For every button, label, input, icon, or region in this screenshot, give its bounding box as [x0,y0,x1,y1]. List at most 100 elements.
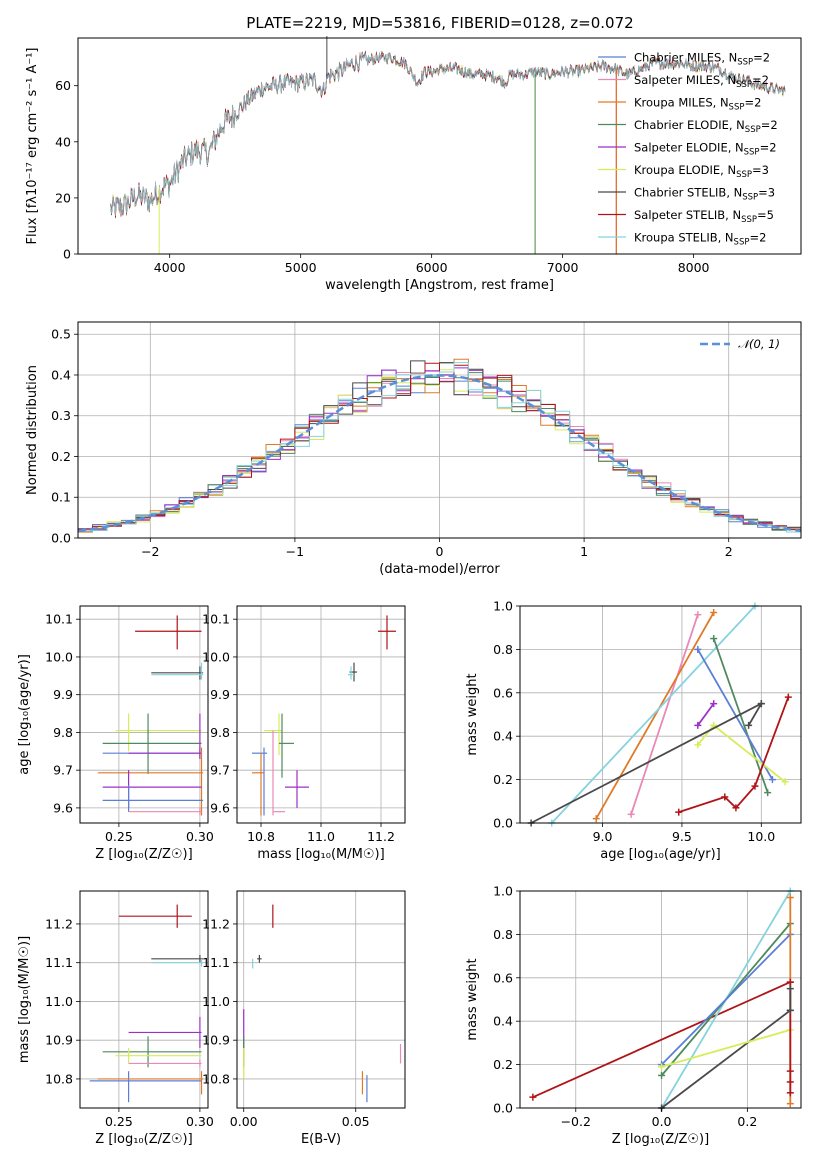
y-tick-label: 0 [63,247,71,262]
errorbar-point-0 [378,615,396,650]
y-tick-label: 0.4 [51,367,71,382]
y-tick-label: 11.1 [202,955,230,970]
errorbar-point-10 [102,785,204,812]
y-tick-label: 9.6 [210,800,230,815]
legend-label-6: Chabrier STELIB, NSSP=3 [634,186,775,203]
axes-frame-z-weight [519,890,802,1109]
y-tick-label: 10.0 [45,649,73,664]
x-axis-label: wavelength [Angstrom, rest frame] [325,278,554,293]
weight-line [678,696,790,813]
x-tick-label: 10.8 [247,829,275,844]
y-tick-label: 0.6 [493,970,513,985]
panel-spectrum: Chabrier MILES, NSSP=2 Salpeter MILES, NS… [25,36,802,293]
x-tick-label: 1 [580,544,588,559]
panel-ebv-mass: 0.00 0.05 10.8 10.9 11.0 11.1 11.2 E(B-V) [202,890,406,1147]
x-axis-label: Z [log₁₀(Z/Z☉)] [95,1132,192,1147]
weight-series-1 [592,609,718,823]
errorbar-point-6 [128,713,202,759]
y-tick-label: 0.0 [493,816,513,831]
x-tick-label: 5000 [285,260,317,275]
grid-age-weight [520,605,801,824]
errorbar-point-1 [151,666,204,680]
x-axis-label: Z [log₁₀(Z/Z☉)] [612,1132,709,1147]
weight-series-4 [694,645,776,784]
legend-label-8: Kroupa STELIB, NSSP=2 [634,231,766,248]
y-tick-label: 1.0 [493,884,513,899]
x-tick-label: −0.2 [561,1114,591,1129]
errorbar-point-1 [257,954,262,963]
plot-area-age-weight [527,602,792,827]
x-tick-label: 0.25 [105,829,133,844]
x-tick-label: −2 [141,544,159,559]
x-axis-label: age [log₁₀(age/yr)] [600,847,721,862]
weight-series-2 [658,1006,794,1112]
y-tick-label: 9.8 [210,725,230,740]
weight-series-0 [627,611,702,818]
grid-mass-age [237,606,405,823]
weight-line [595,612,715,820]
axes-frame-z-mass [79,890,209,1109]
x-tick-label: 0.2 [737,1114,757,1129]
panels: Chabrier MILES, NSSP=2 Salpeter MILES, NS… [17,36,802,1147]
weight-series-7 [527,700,765,827]
errorbar-point-7 [89,1071,202,1103]
weight-series-5 [694,700,718,729]
plot-area-ebv-mass [243,904,402,1103]
panel-z-age: 0.25 0.30 9.6 9.7 9.8 9.9 10.0 10.1 Z [log₁₀(Z/Z… [17,605,214,862]
x-tick-label: 8000 [678,260,710,275]
y-tick-label: 11.2 [45,916,73,931]
x-tick-label: 6000 [416,260,448,275]
weight-line [661,1009,791,1109]
y-tick-label: 11.0 [45,994,73,1009]
weight-series-8 [786,985,794,1014]
x-tick-label: 0.25 [105,1114,133,1129]
x-axis-label: Z [log₁₀(Z/Z☉)] [95,847,192,862]
y-tick-label: 10.8 [45,1071,73,1086]
y-axis-label: mass weight [465,958,480,1040]
x-axis-label: E(B-V) [301,1132,341,1147]
y-tick-label: 11.0 [202,994,230,1009]
y-tick-label: 9.7 [53,763,73,778]
errorbar-point-4 [279,713,294,778]
x-tick-label: 0.30 [186,1114,214,1129]
y-axis-label: age [log₁₀(age/yr)] [17,654,32,775]
legend-label-4: Salpeter ELODIE, NSSP=2 [634,141,777,158]
x-tick-label: 0.00 [230,1114,258,1129]
y-tick-label: 0.3 [51,408,71,423]
y-tick-label: 0.2 [493,772,513,787]
legend-label-0: Chabrier MILES, NSSP=2 [634,51,770,68]
weight-series-3 [710,635,772,797]
plot-area-z-age [97,615,204,816]
weight-series-8 [745,700,765,729]
y-tick-label: 0.2 [493,1057,513,1072]
errorbar-point-1 [151,954,204,963]
grid-ebv-mass [237,891,405,1108]
axes-frame-age-weight [519,605,802,824]
y-tick-label: 1.0 [493,599,513,614]
axes-frame-z-age [79,605,209,824]
y-tick-label: 20 [55,190,71,205]
errorbar-point-2 [151,662,204,680]
y-tick-label: 10.9 [45,1033,73,1048]
errorbar-point-2 [151,958,204,967]
x-tick-label: 11.2 [367,829,395,844]
weight-series-6 [694,721,789,786]
y-tick-label: 0.0 [51,531,71,546]
errorbar-point-5 [115,1047,202,1064]
x-tick-label: 0.30 [186,829,214,844]
x-tick-label: 4000 [154,260,186,275]
legend-label-3: Chabrier ELODIE, NSSP=2 [634,118,778,135]
grid-z-age [80,606,208,823]
panel-age-weight: 9.0 9.5 10.0 0.0 0.2 0.4 0.6 0.8 1.0 age [log₁₀(a… [465,599,802,862]
weight-line [630,614,699,815]
weight-line [661,1029,791,1068]
plot-area-z-weight [529,887,794,1112]
y-tick-label: 9.9 [53,687,73,702]
y-tick-label: 0.8 [493,642,513,657]
x-tick-label: 9.5 [672,829,692,844]
y-tick-label: 0.4 [493,729,513,744]
errorbar-point-7 [252,753,264,816]
weight-series-7 [786,978,794,1097]
spectrum-line-8 [110,51,786,216]
